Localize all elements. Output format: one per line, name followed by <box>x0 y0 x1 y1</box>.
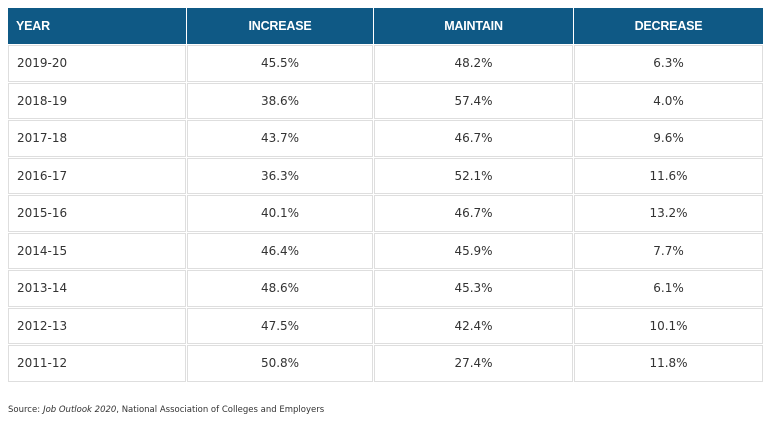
year-cell: 2014-15 <box>8 232 186 269</box>
value-cell: 6.1% <box>574 270 763 307</box>
value-cell: 27.4% <box>374 345 573 382</box>
value-cell: 45.3% <box>374 270 573 307</box>
value-cell: 9.6% <box>574 120 763 157</box>
source-title: Job Outlook 2020 <box>43 405 117 415</box>
value-cell: 48.6% <box>187 270 373 307</box>
value-cell: 57.4% <box>374 82 573 119</box>
data-table: YEAR INCREASE MAINTAIN DECREASE 2019-20 45.5… <box>7 7 764 383</box>
year-cell: 2013-14 <box>8 270 186 307</box>
header-row: YEAR INCREASE MAINTAIN DECREASE <box>8 8 763 44</box>
year-cell: 2017-18 <box>8 120 186 157</box>
value-cell: 47.5% <box>187 307 373 344</box>
year-cell: 2012-13 <box>8 307 186 344</box>
value-cell: 36.3% <box>187 157 373 194</box>
value-cell: 43.7% <box>187 120 373 157</box>
year-cell: 2011-12 <box>8 345 186 382</box>
value-cell: 46.4% <box>187 232 373 269</box>
value-cell: 40.1% <box>187 195 373 232</box>
source-prefix: Source: <box>8 405 41 415</box>
table-row: 2014-15 46.4% 45.9% 7.7% <box>8 232 763 269</box>
value-cell: 42.4% <box>374 307 573 344</box>
header-cell: DECREASE <box>574 8 763 44</box>
source-rest: , National Association of Colleges and E… <box>116 405 325 415</box>
header-cell: YEAR <box>8 8 186 44</box>
table-row: 2016-17 36.3% 52.1% 11.6% <box>8 157 763 194</box>
value-cell: 10.1% <box>574 307 763 344</box>
table-body: 2019-20 45.5% 48.2% 6.3% 2018-19 38.6% 57.4% 4.… <box>8 45 763 382</box>
table-row: 2011-12 50.8% 27.4% 11.8% <box>8 345 763 382</box>
table-row: 2015-16 40.1% 46.7% 13.2% <box>8 195 763 232</box>
table-row: 2018-19 38.6% 57.4% 4.0% <box>8 82 763 119</box>
value-cell: 38.6% <box>187 82 373 119</box>
header-cell: INCREASE <box>187 8 373 44</box>
value-cell: 46.7% <box>374 195 573 232</box>
year-cell: 2015-16 <box>8 195 186 232</box>
year-cell: 2016-17 <box>8 157 186 194</box>
value-cell: 48.2% <box>374 45 573 82</box>
year-cell: 2019-20 <box>8 45 186 82</box>
table-row: 2012-13 47.5% 42.4% 10.1% <box>8 307 763 344</box>
value-cell: 11.6% <box>574 157 763 194</box>
value-cell: 6.3% <box>574 45 763 82</box>
header-cell: MAINTAIN <box>374 8 573 44</box>
source-note: Source: Job Outlook 2020, National Associ… <box>8 405 324 415</box>
value-cell: 11.8% <box>574 345 763 382</box>
table-row: 2017-18 43.7% 46.7% 9.6% <box>8 120 763 157</box>
value-cell: 4.0% <box>574 82 763 119</box>
value-cell: 46.7% <box>374 120 573 157</box>
value-cell: 7.7% <box>574 232 763 269</box>
table-row: 2019-20 45.5% 48.2% 6.3% <box>8 45 763 82</box>
table-row: 2013-14 48.6% 45.3% 6.1% <box>8 270 763 307</box>
table-container: YEAR INCREASE MAINTAIN DECREASE 2019-20 45.5… <box>8 8 763 382</box>
value-cell: 45.9% <box>374 232 573 269</box>
value-cell: 13.2% <box>574 195 763 232</box>
year-cell: 2018-19 <box>8 82 186 119</box>
value-cell: 45.5% <box>187 45 373 82</box>
value-cell: 50.8% <box>187 345 373 382</box>
value-cell: 52.1% <box>374 157 573 194</box>
